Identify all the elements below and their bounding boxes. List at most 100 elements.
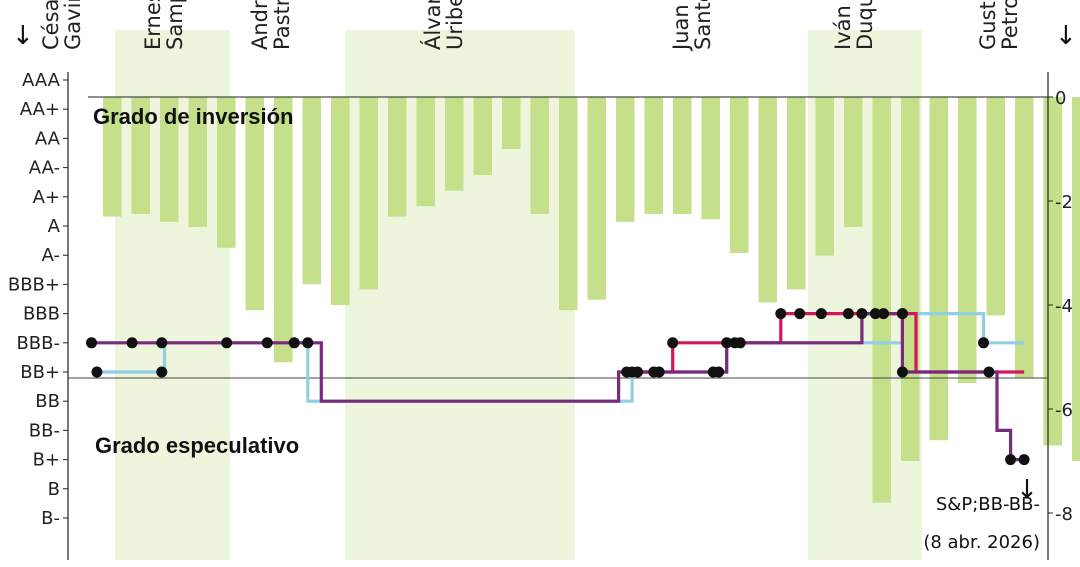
rating-step-lines	[91, 312, 1025, 462]
president-label: Álvaro	[420, 0, 445, 50]
rating-change-dot	[856, 308, 868, 320]
bar-35	[1072, 97, 1080, 461]
rating-change-dot	[983, 366, 995, 378]
rating-change-dot	[261, 337, 273, 349]
rating-tick-label: AA	[35, 128, 61, 149]
bar-33	[1015, 97, 1034, 378]
bar-7	[274, 97, 293, 363]
rating-change-dot	[288, 337, 300, 349]
bar-18	[587, 97, 606, 300]
president-label: Ernes	[141, 0, 165, 50]
bar-2	[131, 97, 150, 214]
rating-change-dot	[896, 366, 908, 378]
rating-change-dot	[86, 337, 98, 349]
rating-change-dot	[729, 337, 741, 349]
bar-25	[787, 97, 806, 290]
president-label: André	[248, 0, 272, 50]
speculative-grade-label: Grado especulativo	[95, 433, 299, 458]
rating-tick-label: BBB+	[8, 274, 60, 295]
bar-29	[901, 97, 920, 461]
president-label: Pastra	[270, 0, 294, 50]
rating-change-dot	[626, 366, 638, 378]
bar-5	[217, 97, 236, 248]
bar-32	[986, 97, 1005, 316]
rating-tick-label: AAA	[22, 70, 61, 91]
bar-17	[559, 97, 578, 311]
president-label: Petro	[998, 0, 1022, 50]
bar-28	[872, 97, 891, 503]
bar-tick-label: 0	[1055, 88, 1066, 109]
bar-14	[473, 97, 492, 175]
rating-tick-label: BB-	[29, 420, 60, 441]
president-label: Uribe	[443, 0, 467, 50]
rating-change-dots: ↓	[86, 308, 1038, 505]
bar-8	[302, 97, 321, 285]
rating-change-dot	[156, 366, 168, 378]
bar-31	[958, 97, 977, 383]
rating-tick-label: A+	[33, 187, 60, 208]
bar-series	[103, 97, 1080, 503]
rating-tick-label: BBB	[23, 304, 60, 325]
bar-6	[245, 97, 264, 311]
rating-change-dot	[302, 337, 314, 349]
bar-4	[188, 97, 207, 227]
bar-30	[929, 97, 948, 441]
bar-tick-label: -6	[1055, 400, 1073, 421]
rating-change-dot	[869, 308, 881, 320]
annotation-line-1: S&P;BB-BB-	[936, 494, 1040, 515]
rating-tick-label: B-	[41, 508, 60, 529]
rating-change-dot	[896, 308, 908, 320]
bar-15	[502, 97, 521, 149]
bar-22	[701, 97, 720, 220]
bar-tick-label: -8	[1055, 504, 1073, 525]
rating-change-dot	[878, 308, 890, 320]
annotation: S&P;BB-BB- (8 abr. 2026)	[923, 494, 1040, 553]
bar-20	[644, 97, 663, 214]
president-label: Samp	[163, 0, 187, 50]
bar-19	[616, 97, 635, 222]
rating-change-dot	[978, 337, 990, 349]
step-line-series_c	[91, 312, 1025, 462]
president-label: Duque	[853, 0, 877, 50]
president-label: Gaviri	[61, 0, 85, 50]
step-line-series_b	[626, 312, 1025, 374]
rating-tick-label: BBB-	[16, 333, 60, 354]
bar-1	[103, 97, 122, 217]
bar-34	[1043, 97, 1062, 446]
investment-grade-label: Grado de inversión	[93, 104, 294, 129]
bar-12	[416, 97, 435, 207]
rating-tick-label: A-	[42, 245, 60, 266]
bar-10	[359, 97, 378, 290]
rating-change-dot	[707, 366, 719, 378]
rating-change-dot	[815, 308, 827, 320]
rating-change-dot	[842, 308, 854, 320]
bar-3	[160, 97, 179, 222]
left-down-arrow-icon: ↓	[12, 21, 34, 51]
annotation-line-2: (8 abr. 2026)	[923, 532, 1040, 553]
rating-change-dot	[126, 337, 138, 349]
bar-tick-label: -4	[1055, 296, 1073, 317]
bar-21	[673, 97, 692, 214]
down-arrow-icon: ↓	[1016, 475, 1038, 505]
rating-tick-label: BB+	[20, 362, 60, 383]
bar-23	[730, 97, 749, 253]
rating-change-dot	[794, 308, 806, 320]
rating-change-dot	[221, 337, 233, 349]
chart-axes: AAAAA+AAAA-A+AA-BBB+BBBBBB-BB+BBBB-B+BB-…	[8, 21, 1077, 560]
right-down-arrow-icon: ↓	[1055, 21, 1077, 51]
president-label: César	[39, 0, 63, 50]
rating-tick-label: B	[48, 479, 60, 500]
bar-11	[388, 97, 407, 217]
rating-change-dot	[721, 337, 733, 349]
latest-rating-dot	[1018, 454, 1030, 466]
rating-change-dot	[667, 337, 679, 349]
rating-tick-label: AA+	[20, 99, 60, 120]
bar-16	[530, 97, 549, 214]
bar-26	[815, 97, 834, 256]
rating-tick-label: AA-	[29, 158, 60, 179]
president-label: Gusta	[976, 0, 1000, 50]
rating-change-dot	[91, 366, 103, 378]
president-label: Juan M	[669, 0, 693, 52]
